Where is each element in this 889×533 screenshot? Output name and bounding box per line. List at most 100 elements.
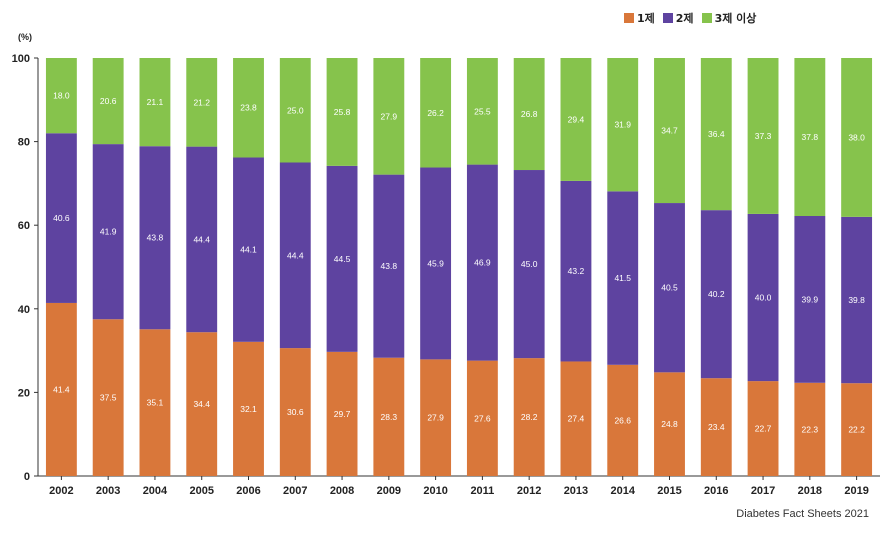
- x-tick-label: 2015: [657, 485, 681, 497]
- data-label: 30.6: [287, 407, 304, 417]
- data-label: 22.7: [755, 424, 772, 434]
- x-tick-label: 2019: [844, 485, 868, 497]
- legend-item-1: 1제: [624, 10, 655, 26]
- bar-segment: [279, 162, 311, 349]
- data-label: 37.3: [755, 131, 772, 141]
- legend-item-3: 3제 이상: [701, 10, 757, 26]
- x-tick-label: 2007: [283, 485, 307, 497]
- data-label: 36.4: [708, 129, 725, 139]
- x-tick-label: 2006: [236, 485, 260, 497]
- bar-segment: [794, 58, 826, 217]
- data-label: 37.5: [100, 393, 117, 403]
- data-label: 44.5: [334, 254, 351, 264]
- bar-segment: [654, 58, 685, 204]
- data-label: 27.9: [381, 111, 398, 121]
- bar-segment: [607, 364, 639, 476]
- bar-segment: [841, 383, 873, 476]
- data-label: 27.6: [474, 413, 491, 423]
- y-tick-label: 60: [18, 220, 30, 232]
- bar-segment: [373, 357, 405, 476]
- data-label: 40.2: [708, 289, 725, 299]
- x-tick-label: 2003: [96, 485, 120, 497]
- bar-segment: [326, 351, 358, 476]
- data-label: 18.0: [53, 91, 70, 101]
- bar-segment: [92, 144, 124, 320]
- data-label: 22.3: [802, 424, 819, 434]
- bar-segment: [607, 58, 639, 192]
- data-label: 43.8: [147, 233, 164, 243]
- data-label: 21.1: [147, 97, 164, 107]
- bar-segment: [560, 361, 592, 476]
- legend-swatch-2: [662, 13, 673, 23]
- x-tick-label: 2013: [564, 485, 588, 497]
- bar-segment: [466, 360, 498, 476]
- bar-segment: [700, 210, 732, 379]
- y-tick-label: 20: [18, 387, 30, 399]
- data-label: 43.2: [568, 266, 585, 276]
- bar-segment: [92, 58, 124, 145]
- bar-segment: [841, 216, 873, 384]
- data-label: 34.4: [193, 399, 210, 409]
- data-label: 22.2: [848, 425, 865, 435]
- data-label: 43.8: [381, 261, 398, 271]
- x-tick-label: 2014: [610, 485, 635, 497]
- bar-segment: [513, 358, 545, 476]
- data-label: 41.4: [53, 384, 70, 394]
- data-label: 27.4: [568, 414, 585, 424]
- data-label: 46.9: [474, 258, 491, 268]
- bar-segment: [279, 348, 311, 476]
- data-label: 38.0: [848, 132, 865, 142]
- data-label: 39.8: [848, 295, 865, 305]
- bar-segment: [654, 372, 685, 476]
- legend-item-2: 2제: [662, 10, 694, 26]
- bar-segment: [513, 170, 545, 359]
- bar-segment: [420, 167, 452, 360]
- x-tick-label: 2012: [517, 485, 541, 497]
- bar-segment: [279, 58, 311, 163]
- bar-segment: [794, 216, 826, 383]
- bar-segment: [700, 378, 732, 476]
- bar-segment: [420, 359, 452, 476]
- y-tick-label: 100: [12, 53, 30, 65]
- bar-segment: [326, 165, 358, 352]
- data-label: 37.8: [802, 132, 819, 142]
- data-label: 26.2: [427, 108, 444, 118]
- x-tick-label: 2002: [49, 485, 73, 497]
- bar-segment: [607, 191, 639, 365]
- data-label: 20.6: [100, 96, 117, 106]
- data-label: 23.8: [240, 103, 257, 113]
- bar-segment: [233, 341, 264, 476]
- bar-segment: [45, 58, 77, 134]
- bar-segment: [373, 58, 405, 175]
- bar-segment: [139, 146, 171, 330]
- data-label: 40.0: [755, 293, 772, 303]
- bar-segment: [841, 58, 873, 217]
- data-label: 35.1: [147, 398, 164, 408]
- bar-segment: [747, 381, 779, 476]
- legend: 1제 2제 3제 이상: [624, 10, 756, 26]
- legend-label-3: 3제 이상: [714, 12, 757, 25]
- data-label: 29.4: [568, 114, 585, 124]
- bar-segment: [186, 58, 218, 147]
- y-tick-label: 40: [18, 304, 30, 316]
- data-label: 27.9: [427, 413, 444, 423]
- source-note: Diabetes Fact Sheets 2021: [736, 508, 869, 520]
- x-tick-label: 2008: [330, 485, 354, 497]
- bar-segment: [186, 146, 218, 333]
- x-tick-label: 2011: [470, 485, 494, 497]
- bar-segment: [45, 302, 77, 476]
- bar-segment: [420, 58, 452, 168]
- bar-segment: [92, 319, 124, 476]
- data-label: 40.5: [661, 283, 678, 293]
- bar-segment: [560, 58, 592, 181]
- data-label: 44.4: [287, 250, 304, 260]
- bar-segment: [794, 382, 826, 476]
- bar-segment: [466, 58, 498, 165]
- legend-swatch-1: [624, 13, 634, 23]
- data-label: 41.5: [614, 273, 631, 283]
- data-label: 39.9: [802, 294, 819, 304]
- bar-segment: [45, 133, 77, 303]
- x-tick-label: 2010: [423, 485, 447, 497]
- data-label: 26.6: [614, 415, 631, 425]
